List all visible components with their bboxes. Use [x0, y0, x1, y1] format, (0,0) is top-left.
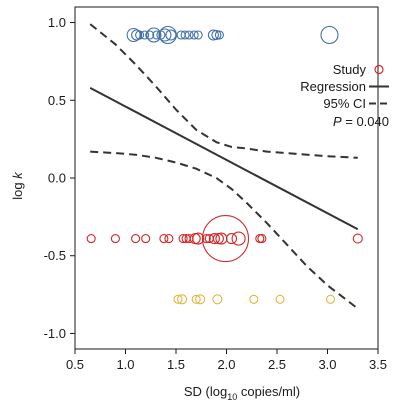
data-point-yellow [191, 294, 201, 304]
data-point-blue [126, 27, 141, 43]
data-point-red [110, 234, 120, 244]
data-point-blue [207, 29, 219, 41]
y-tick-label: -1.0 [44, 326, 66, 341]
data-point-yellow [325, 294, 336, 304]
data-point-red [86, 234, 96, 244]
data-point-red [131, 234, 141, 244]
data-point-blue [152, 30, 162, 40]
data-point-red [257, 234, 267, 244]
x-tick-label: 2.5 [268, 357, 286, 372]
x-tick-label: 0.5 [66, 357, 84, 372]
data-point-red [141, 234, 151, 244]
data-point-blue [320, 25, 339, 45]
data-point-blue [214, 30, 224, 40]
data-point-blue [135, 30, 145, 40]
x-tick-label: 1.5 [167, 357, 185, 372]
data-point-red [231, 231, 246, 246]
x-tick-label: 3.0 [318, 357, 336, 372]
data-point-red [159, 234, 169, 244]
legend: Study Regression 95% CI P = 0.040 [300, 62, 389, 129]
data-point-red [225, 233, 238, 245]
data-point-red [208, 233, 220, 245]
x-tick-label: 2.0 [217, 357, 235, 372]
data-point-yellow [195, 294, 206, 305]
regression-line [89, 86, 359, 231]
legend-regression-label: Regression [300, 79, 366, 94]
x-tick-label: 1.0 [116, 357, 134, 372]
data-point-yellow [275, 294, 285, 304]
data-point-blue [158, 25, 177, 45]
data-point-yellow [173, 294, 183, 304]
legend-study-marker [374, 64, 384, 75]
ci-lower-line [90, 150, 359, 310]
data-point-blue [180, 30, 190, 40]
data-point-blue [165, 29, 177, 41]
legend-p-value: P = 0.040 [333, 114, 389, 129]
data-point-red [164, 234, 174, 244]
data-point-blue [145, 30, 155, 40]
x-axis-title: SD (log10 copies/ml) [184, 384, 300, 402]
regression-line-group [89, 86, 359, 231]
y-tick-label: 0.5 [48, 93, 66, 108]
data-point-yellow [212, 294, 223, 305]
confidence-band [89, 23, 359, 310]
plot-border [74, 6, 379, 350]
data-point-red [178, 234, 188, 244]
ci-upper-line [89, 23, 358, 159]
data-point-red [352, 233, 363, 244]
data-point-yellow [177, 294, 188, 305]
data-point-blue [211, 29, 222, 41]
legend-ci-label: 95% CI [323, 96, 366, 111]
y-tick-label: 1.0 [48, 15, 66, 30]
data-point-blue [189, 30, 199, 40]
data-point-blue [184, 30, 194, 40]
data-point-red [189, 233, 201, 245]
y-tick-label: 0.0 [48, 171, 66, 186]
axes: 0.5 1.0 1.5 2.0 2.5 3.0 3.5 -1.0 -0.5 0.0 0.5 1.0 [44, 15, 387, 372]
legend-study-label: Study [333, 62, 367, 77]
data-point-red [201, 215, 250, 263]
x-tick-label: 3.5 [369, 357, 387, 372]
plot-frame [74, 6, 379, 350]
data-point-yellow [249, 294, 259, 304]
data-point-blue [140, 30, 150, 40]
study-points [86, 25, 363, 305]
data-point-blue [131, 29, 143, 41]
y-axis-title: log k [10, 171, 25, 200]
data-point-blue [193, 30, 203, 40]
data-point-red [192, 232, 205, 245]
y-tick-label: -0.5 [44, 248, 66, 263]
